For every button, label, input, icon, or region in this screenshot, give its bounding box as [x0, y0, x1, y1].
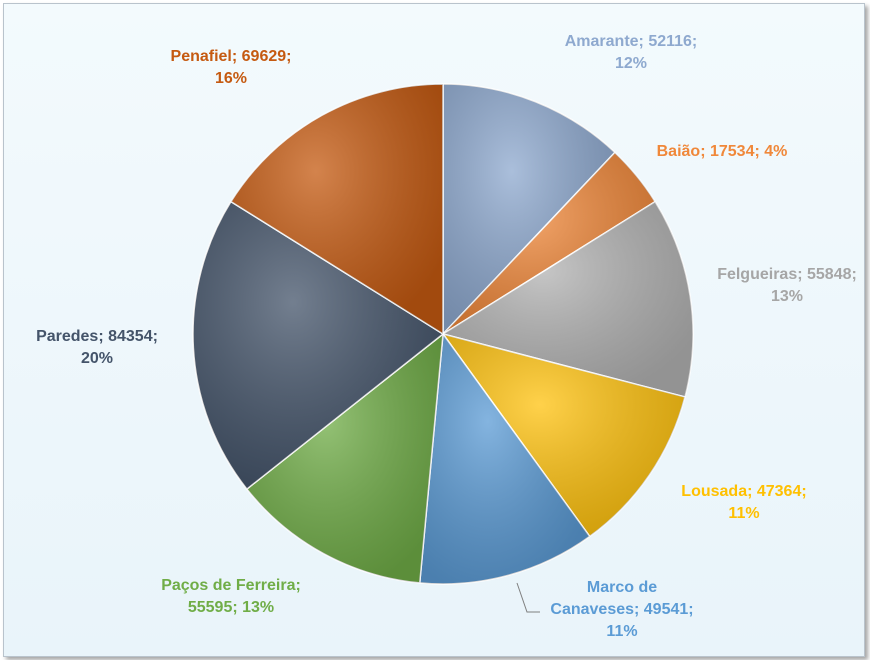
pie-chart: Amarante; 52116; 12% Baião; 17534; 4% Felgu…	[36, 33, 857, 640]
slice-shading	[443, 201, 693, 397]
slice-shading	[193, 201, 443, 490]
data-label-paredes: Paredes; 84354; 20%	[36, 328, 158, 367]
slice-shading	[443, 334, 685, 537]
pie-slice-marco-de-canaveses	[418, 331, 591, 585]
data-label-bai-o: Baião; 17534; 4%	[657, 143, 788, 160]
data-label-line: 55595; 13%	[188, 599, 274, 616]
data-label-line: 16%	[215, 70, 247, 87]
pie-slice-pa-os-de-ferreira	[245, 332, 444, 584]
pie-slice-penafiel	[229, 83, 444, 336]
data-label-line: Penafiel; 69629;	[171, 48, 292, 65]
data-label-line: 20%	[81, 350, 113, 367]
pie-slice-felgueiras	[441, 200, 694, 398]
data-label-line: Lousada; 47364;	[681, 483, 806, 500]
slice-shading	[443, 84, 615, 334]
slice-shading	[443, 152, 656, 334]
data-label-amarante: Amarante; 52116; 12%	[565, 33, 698, 72]
data-label-line: 11%	[606, 623, 637, 640]
data-label-penafiel: Penafiel; 69629; 16%	[171, 48, 292, 87]
pie-slice-amarante	[442, 83, 616, 336]
pie-slice-paredes	[192, 200, 445, 491]
chart-frame: Amarante; 52116; 12% Baião; 17534; 4% Felgu…	[3, 3, 865, 657]
data-label-line: 11%	[728, 505, 759, 522]
data-label-line: 12%	[615, 55, 647, 72]
data-label-line: Paredes; 84354;	[36, 328, 158, 345]
data-label-line: Amarante; 52116;	[565, 33, 698, 50]
data-label-line: 13%	[771, 288, 803, 305]
data-label-line: Canaveses; 49541;	[550, 601, 693, 618]
slice-shading	[246, 334, 443, 583]
data-label-lousada: Lousada; 47364; 11%	[681, 483, 806, 522]
leader-line	[516, 582, 540, 613]
data-label-felgueiras: Felgueiras; 55848; 13%	[717, 266, 857, 305]
data-label-line: Baião; 17534; 4%	[657, 143, 788, 160]
data-label-pa-os-de-ferreira: Paços de Ferreira; 55595; 13%	[161, 577, 301, 616]
slice-shading	[419, 334, 590, 584]
data-label-line: Paços de Ferreira;	[161, 577, 301, 594]
slice-shading	[230, 84, 443, 334]
data-label-line: Felgueiras; 55848;	[717, 266, 857, 283]
data-label-line: Marco de	[587, 579, 657, 596]
data-label-marco-de-canaveses: Marco de Canaveses; 49541; 11%	[550, 579, 693, 640]
pie-slice-lousada	[441, 332, 686, 538]
